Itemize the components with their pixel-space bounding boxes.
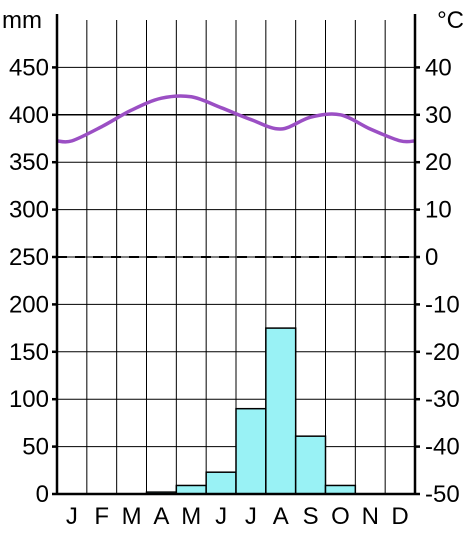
month-label: A xyxy=(153,503,169,530)
right-tick-label: -10 xyxy=(425,291,460,318)
precip-bar xyxy=(235,407,267,495)
month-label: D xyxy=(391,503,408,530)
left-tick-label: 200 xyxy=(9,291,49,318)
month-label: O xyxy=(331,503,350,530)
left-axis-unit: mm xyxy=(2,7,42,34)
precipitation-bars xyxy=(145,327,357,495)
right-tick-label: 30 xyxy=(425,102,452,129)
month-label: M xyxy=(181,503,201,530)
right-tick-label: -30 xyxy=(425,386,460,413)
month-label: J xyxy=(215,503,227,530)
left-tick-label: 0 xyxy=(36,481,49,508)
left-tick-label: 150 xyxy=(9,339,49,366)
left-tick-label: 400 xyxy=(9,102,49,129)
precip-bar xyxy=(205,471,237,495)
left-tick-label: 50 xyxy=(22,434,49,461)
right-tick-label: 0 xyxy=(425,244,438,271)
right-tick-label: 10 xyxy=(425,197,452,224)
temperature-line xyxy=(56,94,416,144)
right-tick-label: -40 xyxy=(425,434,460,461)
right-tick-labels: -50 -40 -30 -20 -10 0 10 20 30 40 xyxy=(425,54,460,508)
axes xyxy=(52,14,420,496)
precip-bar xyxy=(294,435,327,495)
month-label: N xyxy=(362,503,379,530)
right-tick-label: -50 xyxy=(425,481,460,508)
right-axis-unit: °C xyxy=(437,7,464,34)
month-label: M xyxy=(122,503,142,530)
month-label: A xyxy=(273,503,289,530)
month-label: J xyxy=(66,503,78,530)
month-label: J xyxy=(245,503,257,530)
left-tick-labels: 0 50 100 150 200 250 300 350 400 450 xyxy=(9,54,49,508)
right-tick-label: -20 xyxy=(425,339,460,366)
precip-bar xyxy=(265,327,297,495)
month-label: S xyxy=(303,503,319,530)
precip-bar xyxy=(175,484,207,495)
right-tick-label: 40 xyxy=(425,54,452,81)
left-tick-label: 300 xyxy=(9,197,49,224)
right-tick-label: 20 xyxy=(425,149,452,176)
left-tick-label: 250 xyxy=(9,244,49,271)
left-tick-label: 450 xyxy=(9,54,49,81)
month-label: F xyxy=(94,503,109,530)
precip-bar xyxy=(324,484,357,495)
left-tick-label: 350 xyxy=(9,149,49,176)
left-tick-label: 100 xyxy=(9,386,49,413)
